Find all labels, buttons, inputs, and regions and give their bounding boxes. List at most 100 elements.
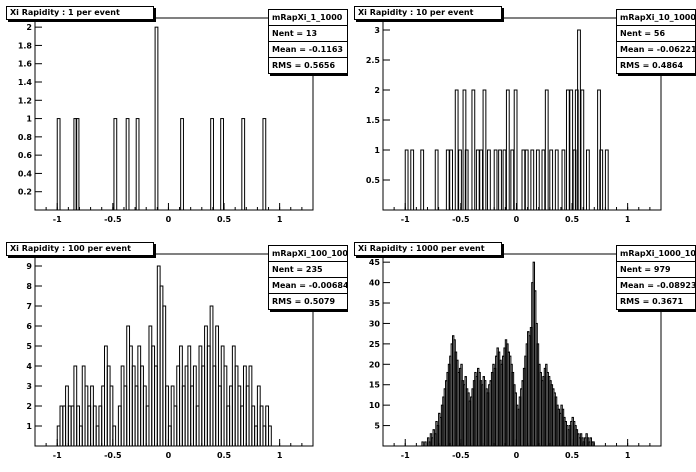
histogram-bar (464, 149, 469, 211)
histogram-bar (580, 89, 585, 211)
y-tick-label: 1.8 (18, 41, 33, 50)
stats-mean: Mean = -0.00684 (269, 278, 347, 294)
stats-rms: RMS = 0.5656 (272, 61, 336, 70)
y-tick-label: 1.5 (366, 116, 381, 125)
stats-entries: Nent = 979 (617, 262, 695, 278)
stats-name: mRapXi_10_1000 (617, 10, 695, 26)
histogram-bar (454, 89, 459, 211)
x-tick-label: 0 (166, 215, 172, 224)
stats-mean: Mean = -0.1163 (269, 42, 347, 58)
histogram-bar (521, 149, 526, 211)
x-tick-label: 0.5 (217, 215, 232, 224)
y-tick-label: 35 (369, 299, 381, 308)
histogram-bar (154, 26, 159, 211)
histogram-title: Xi Rapidity : 100 per event (6, 242, 154, 256)
y-tick-label: 0.2 (18, 188, 32, 197)
stats-entries: Nent = 56 (617, 26, 695, 42)
y-tick-label: 2 (374, 86, 380, 95)
y-tick-label: 45 (369, 258, 381, 267)
histogram-bar (125, 118, 130, 211)
y-tick-label: 3 (26, 382, 32, 391)
x-tick-label: 0 (166, 451, 172, 460)
x-tick-label: -0.5 (452, 451, 470, 460)
y-tick-label: 1.6 (18, 60, 33, 69)
histogram-bar (113, 118, 118, 211)
y-tick-label: 30 (369, 319, 381, 328)
x-tick-label: -0.5 (452, 215, 470, 224)
histogram-bar (135, 118, 140, 211)
histogram-bar (493, 149, 498, 211)
histogram-bar (421, 441, 424, 447)
x-tick-label: 0.5 (565, 215, 580, 224)
histogram-bar (577, 29, 581, 211)
y-tick-label: 0.6 (18, 151, 33, 160)
histogram-bar (75, 118, 80, 211)
y-tick-label: 15 (369, 381, 381, 390)
x-tick-label: 1 (277, 451, 283, 460)
histogram-bar (592, 441, 595, 447)
histogram-bar (510, 149, 515, 211)
x-tick-label: 0 (514, 215, 520, 224)
histogram-bar (565, 89, 570, 211)
y-tick-label: 9 (26, 262, 32, 271)
histogram-bar (471, 89, 476, 211)
stats-box: mRapXi_1000_1000 Nent = 979 Mean = -0.08… (616, 245, 696, 310)
y-tick-label: 40 (369, 279, 381, 288)
plot-frame (382, 253, 662, 447)
y-tick-label: 5 (374, 422, 380, 431)
stats-entries: Nent = 13 (269, 26, 347, 42)
histogram-bar (530, 149, 535, 211)
histogram-bar (487, 149, 491, 211)
histogram-bar (541, 149, 546, 211)
histogram-bar (535, 149, 540, 211)
stats-box: mRapXi_10_1000 Nent = 56 Mean = -0.06221… (616, 9, 696, 74)
histogram-bar (544, 89, 549, 211)
histogram-svg-3: 1 2 3 4 5 6 7 8 9 -1 -0.5 0 0.5 1 (26, 253, 314, 460)
histogram-bar (585, 149, 590, 211)
histogram-bar (574, 89, 579, 211)
y-tick-label: 1 (26, 115, 32, 124)
stats-box: mRapXi_100_1000 Nent = 235 Mean = -0.006… (268, 245, 348, 310)
x-tick-label: 1 (625, 451, 631, 460)
x-tick-label: -0.5 (104, 215, 122, 224)
x-tick-label: -1 (53, 215, 62, 224)
histogram-title: Xi Rapidity : 1 per event (6, 6, 154, 20)
histogram-title: Xi Rapidity : 10 per event (354, 6, 502, 20)
histogram-title: Xi Rapidity : 1000 per event (354, 242, 502, 256)
histogram-bar (73, 118, 78, 211)
histogram-bar (513, 89, 518, 211)
histogram-bar (458, 149, 462, 211)
histogram-bar (449, 149, 454, 211)
histogram-bar (599, 149, 604, 211)
histogram-bar (505, 89, 510, 211)
x-tick-label: 0.5 (217, 451, 232, 460)
y-tick-label: 0.4 (18, 169, 33, 178)
histogram-svg-4: 5 10 15 20 25 30 35 40 45 -1 -0.5 0 0.5 1 (369, 253, 662, 460)
x-tick-label: -0.5 (104, 451, 122, 460)
histogram-bar (220, 118, 224, 211)
y-tick-label: 25 (369, 340, 381, 349)
y-tick-label: 1 (26, 422, 32, 431)
stats-entries: Nent = 235 (269, 262, 347, 278)
histogram-bar (561, 149, 566, 211)
histogram-bar (502, 149, 507, 211)
stats-mean: Mean = -0.06221 (617, 42, 695, 58)
histogram-bar (109, 385, 114, 447)
y-tick-label: 2.5 (366, 56, 381, 65)
y-tick-label: 0.8 (18, 133, 33, 142)
stats-box: mRapXi_1_1000 Nent = 13 Mean = -0.1163 R… (268, 9, 348, 74)
histogram-bar (241, 118, 246, 211)
histogram-svg-1: 0.2 0.4 0.6 0.8 1 1.2 1.4 1.6 1.8 2 -1 -0.5 0 0.5 1 (18, 17, 314, 224)
histogram-bar (262, 118, 267, 211)
y-tick-label: 4 (26, 362, 32, 371)
histogram-bar (554, 149, 559, 211)
y-tick-label: 7 (26, 302, 32, 311)
histogram-svg-2: 0.5 1 1.5 2 2.5 3 -1 -0.5 0 0.5 1 (366, 17, 662, 224)
histogram-bar (410, 149, 415, 211)
stats-rms: RMS = 0.5079 (272, 297, 336, 306)
y-tick-label: 10 (369, 401, 381, 410)
y-tick-label: 2 (26, 23, 32, 32)
stats-name: mRapXi_1000_1000 (617, 246, 695, 262)
histogram-bar (165, 385, 169, 447)
y-tick-label: 1 (374, 146, 380, 155)
